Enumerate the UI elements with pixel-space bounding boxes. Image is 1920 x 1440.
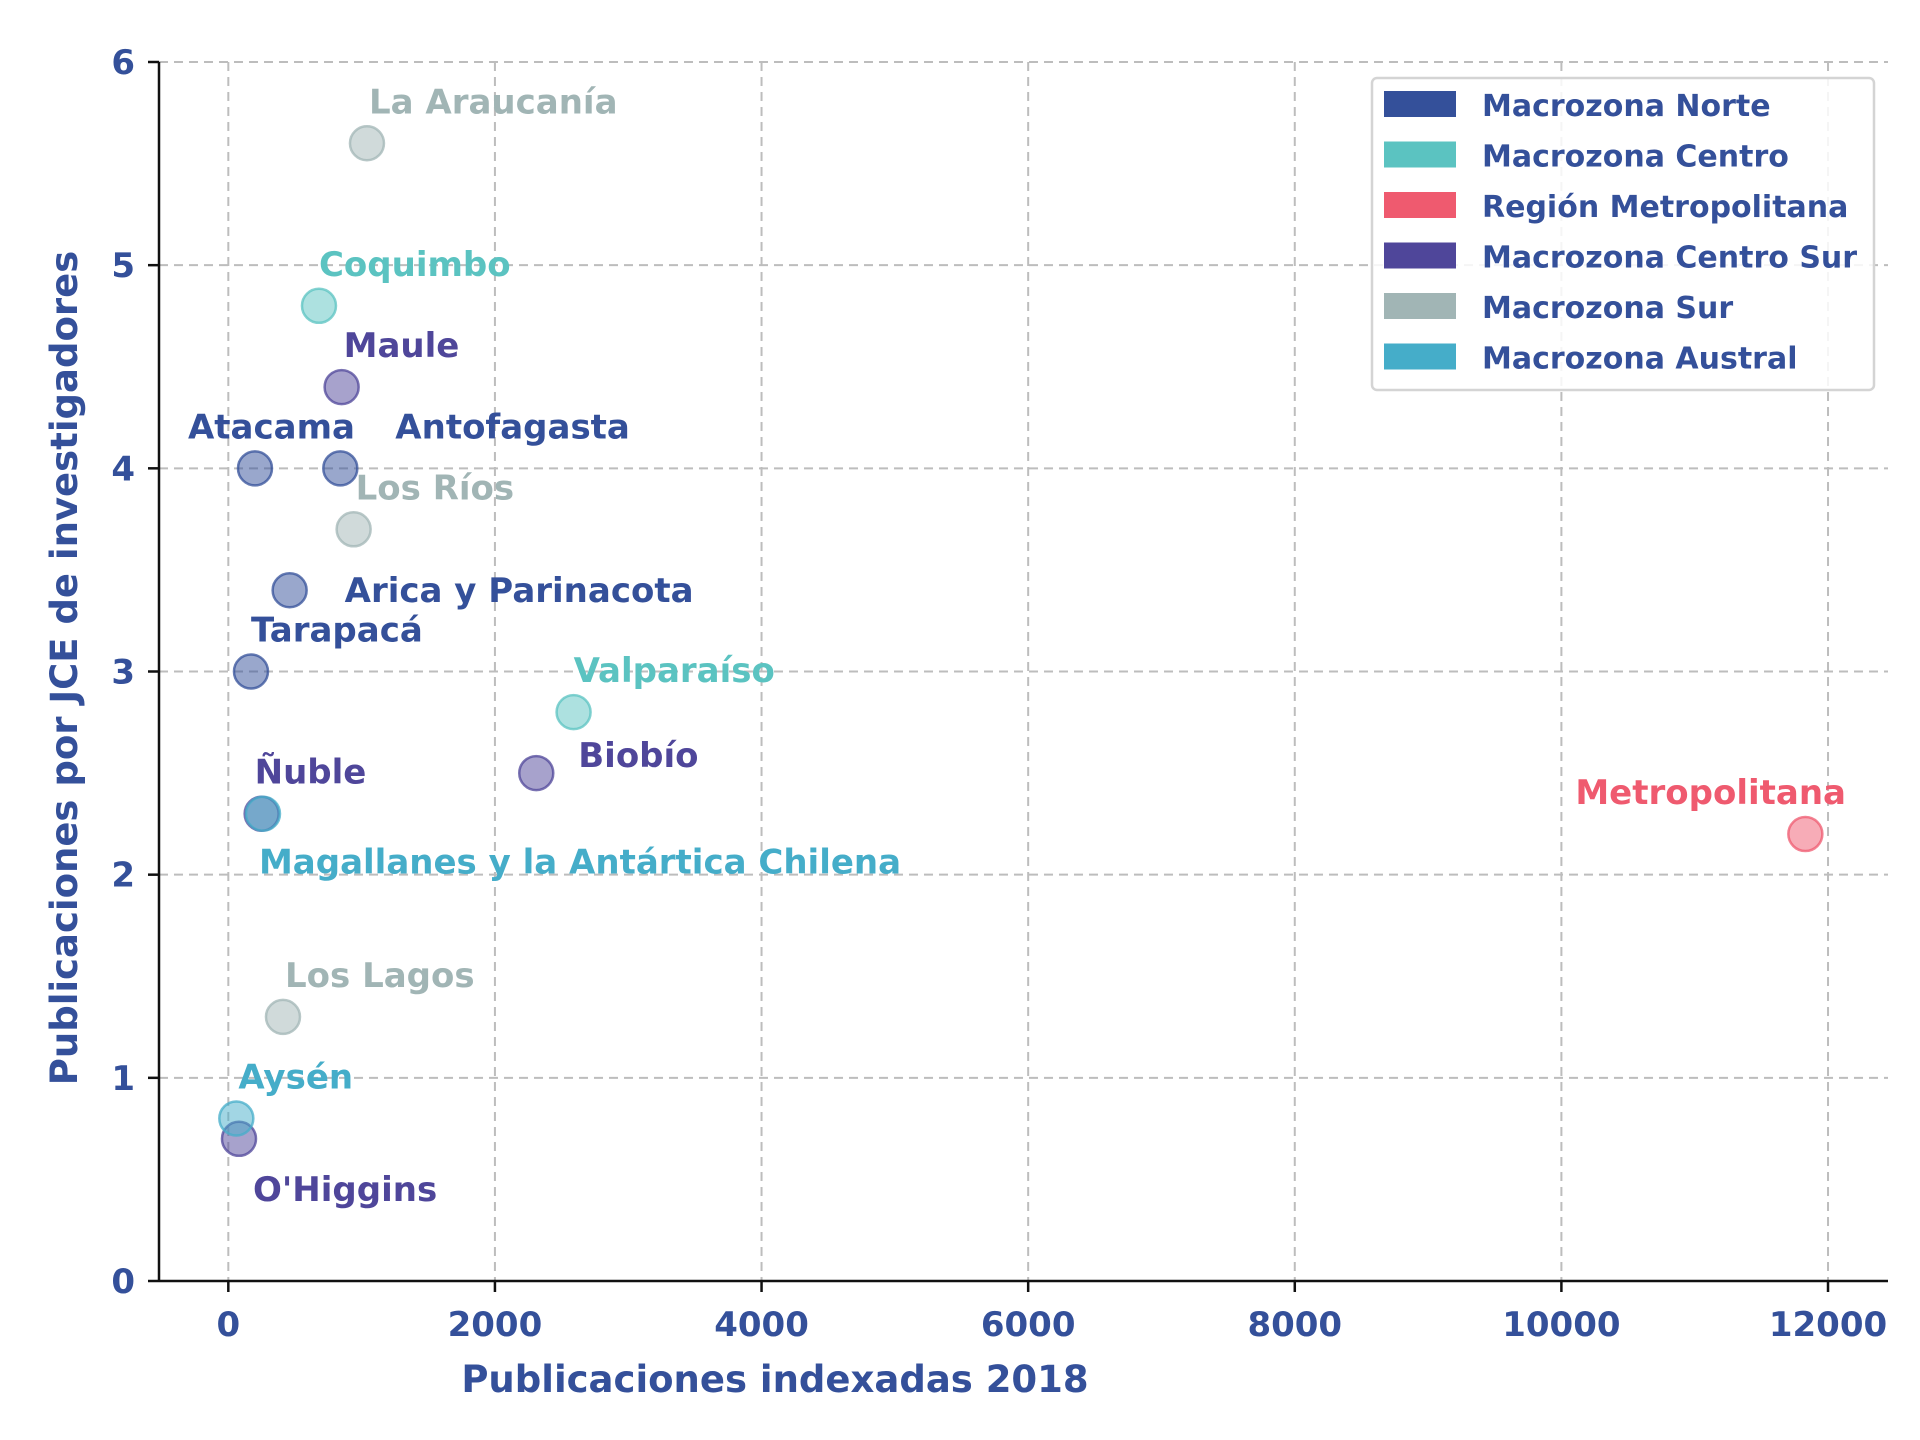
data-point xyxy=(264,998,302,1036)
data-point xyxy=(555,693,592,731)
y-tick-label: 2 xyxy=(111,856,135,896)
y-tick-label: 5 xyxy=(111,246,135,286)
point-label: Biobío xyxy=(578,736,698,776)
legend-label: Región Metropolitana xyxy=(1482,190,1848,225)
x-axis-ticks: 0 2000 4000 6000 8000 10000 12000 xyxy=(216,1281,1887,1345)
y-axis-title: Publicaciones por JCE de investigadores xyxy=(43,251,86,1086)
legend-label: Macrozona Norte xyxy=(1482,89,1771,124)
legend-label: Macrozona Centro xyxy=(1482,140,1789,175)
x-tick-label: 4000 xyxy=(714,1305,809,1345)
point-label: O'Higgins xyxy=(253,1170,437,1210)
x-tick-label: 6000 xyxy=(981,1305,1076,1345)
point-label: Aysén xyxy=(238,1057,353,1097)
x-tick-label: 12000 xyxy=(1769,1305,1887,1345)
x-tick-label: 2000 xyxy=(448,1305,543,1345)
data-point xyxy=(236,450,274,487)
point-label: Magallanes y la Antártica Chilena xyxy=(259,843,901,883)
data-point xyxy=(300,287,338,325)
data-points xyxy=(218,125,1824,1158)
data-point xyxy=(232,653,270,690)
point-label: Maule xyxy=(344,326,460,366)
point-label: Coquimbo xyxy=(319,245,511,285)
legend-swatch xyxy=(1384,91,1456,117)
data-point xyxy=(244,795,282,832)
legend-swatch xyxy=(1384,343,1456,370)
x-tick-label: 10000 xyxy=(1502,1305,1620,1345)
data-point xyxy=(348,125,386,162)
legend-label: Macrozona Sur xyxy=(1482,291,1733,326)
y-tick-label: 6 xyxy=(111,43,135,83)
point-label: Tarapacá xyxy=(251,611,423,651)
y-tick-label: 4 xyxy=(111,449,135,489)
point-label: Atacama xyxy=(188,407,355,447)
point-label: Antofagasta xyxy=(395,407,630,447)
data-point xyxy=(271,571,308,609)
data-point xyxy=(322,450,359,487)
legend-label: Macrozona Austral xyxy=(1482,342,1798,377)
data-point xyxy=(1787,815,1824,853)
y-tick-label: 0 xyxy=(111,1262,135,1302)
legend: Macrozona Norte Macrozona Centro Región Me… xyxy=(1370,76,1876,392)
x-tick-label: 8000 xyxy=(1247,1305,1342,1345)
y-tick-label: 3 xyxy=(111,653,135,693)
data-point xyxy=(335,511,372,548)
legend-swatch xyxy=(1384,192,1456,218)
data-point xyxy=(323,368,360,406)
point-label: Los Lagos xyxy=(285,956,475,996)
legend-swatch xyxy=(1384,242,1456,269)
point-label: Valparaíso xyxy=(574,651,775,691)
legend-frame xyxy=(1370,76,1876,392)
y-axis-ticks: 0 1 2 3 4 5 6 xyxy=(111,43,159,1302)
legend-label: Macrozona Centro Sur xyxy=(1482,241,1857,276)
x-axis-title: Publicaciones indexadas 2018 xyxy=(461,1358,1088,1401)
point-label: Arica y Parinacota xyxy=(345,571,694,611)
point-label: La Araucanía xyxy=(369,82,618,122)
point-label: Ñuble xyxy=(255,752,367,793)
point-label: Los Ríos xyxy=(356,468,515,508)
point-label: Metropolitana xyxy=(1575,773,1846,813)
data-point xyxy=(218,1100,255,1137)
y-tick-label: 1 xyxy=(111,1059,135,1099)
x-tick-label: 0 xyxy=(216,1305,240,1345)
legend-swatch xyxy=(1384,141,1456,168)
data-point xyxy=(518,754,555,792)
legend-swatch xyxy=(1384,293,1456,319)
